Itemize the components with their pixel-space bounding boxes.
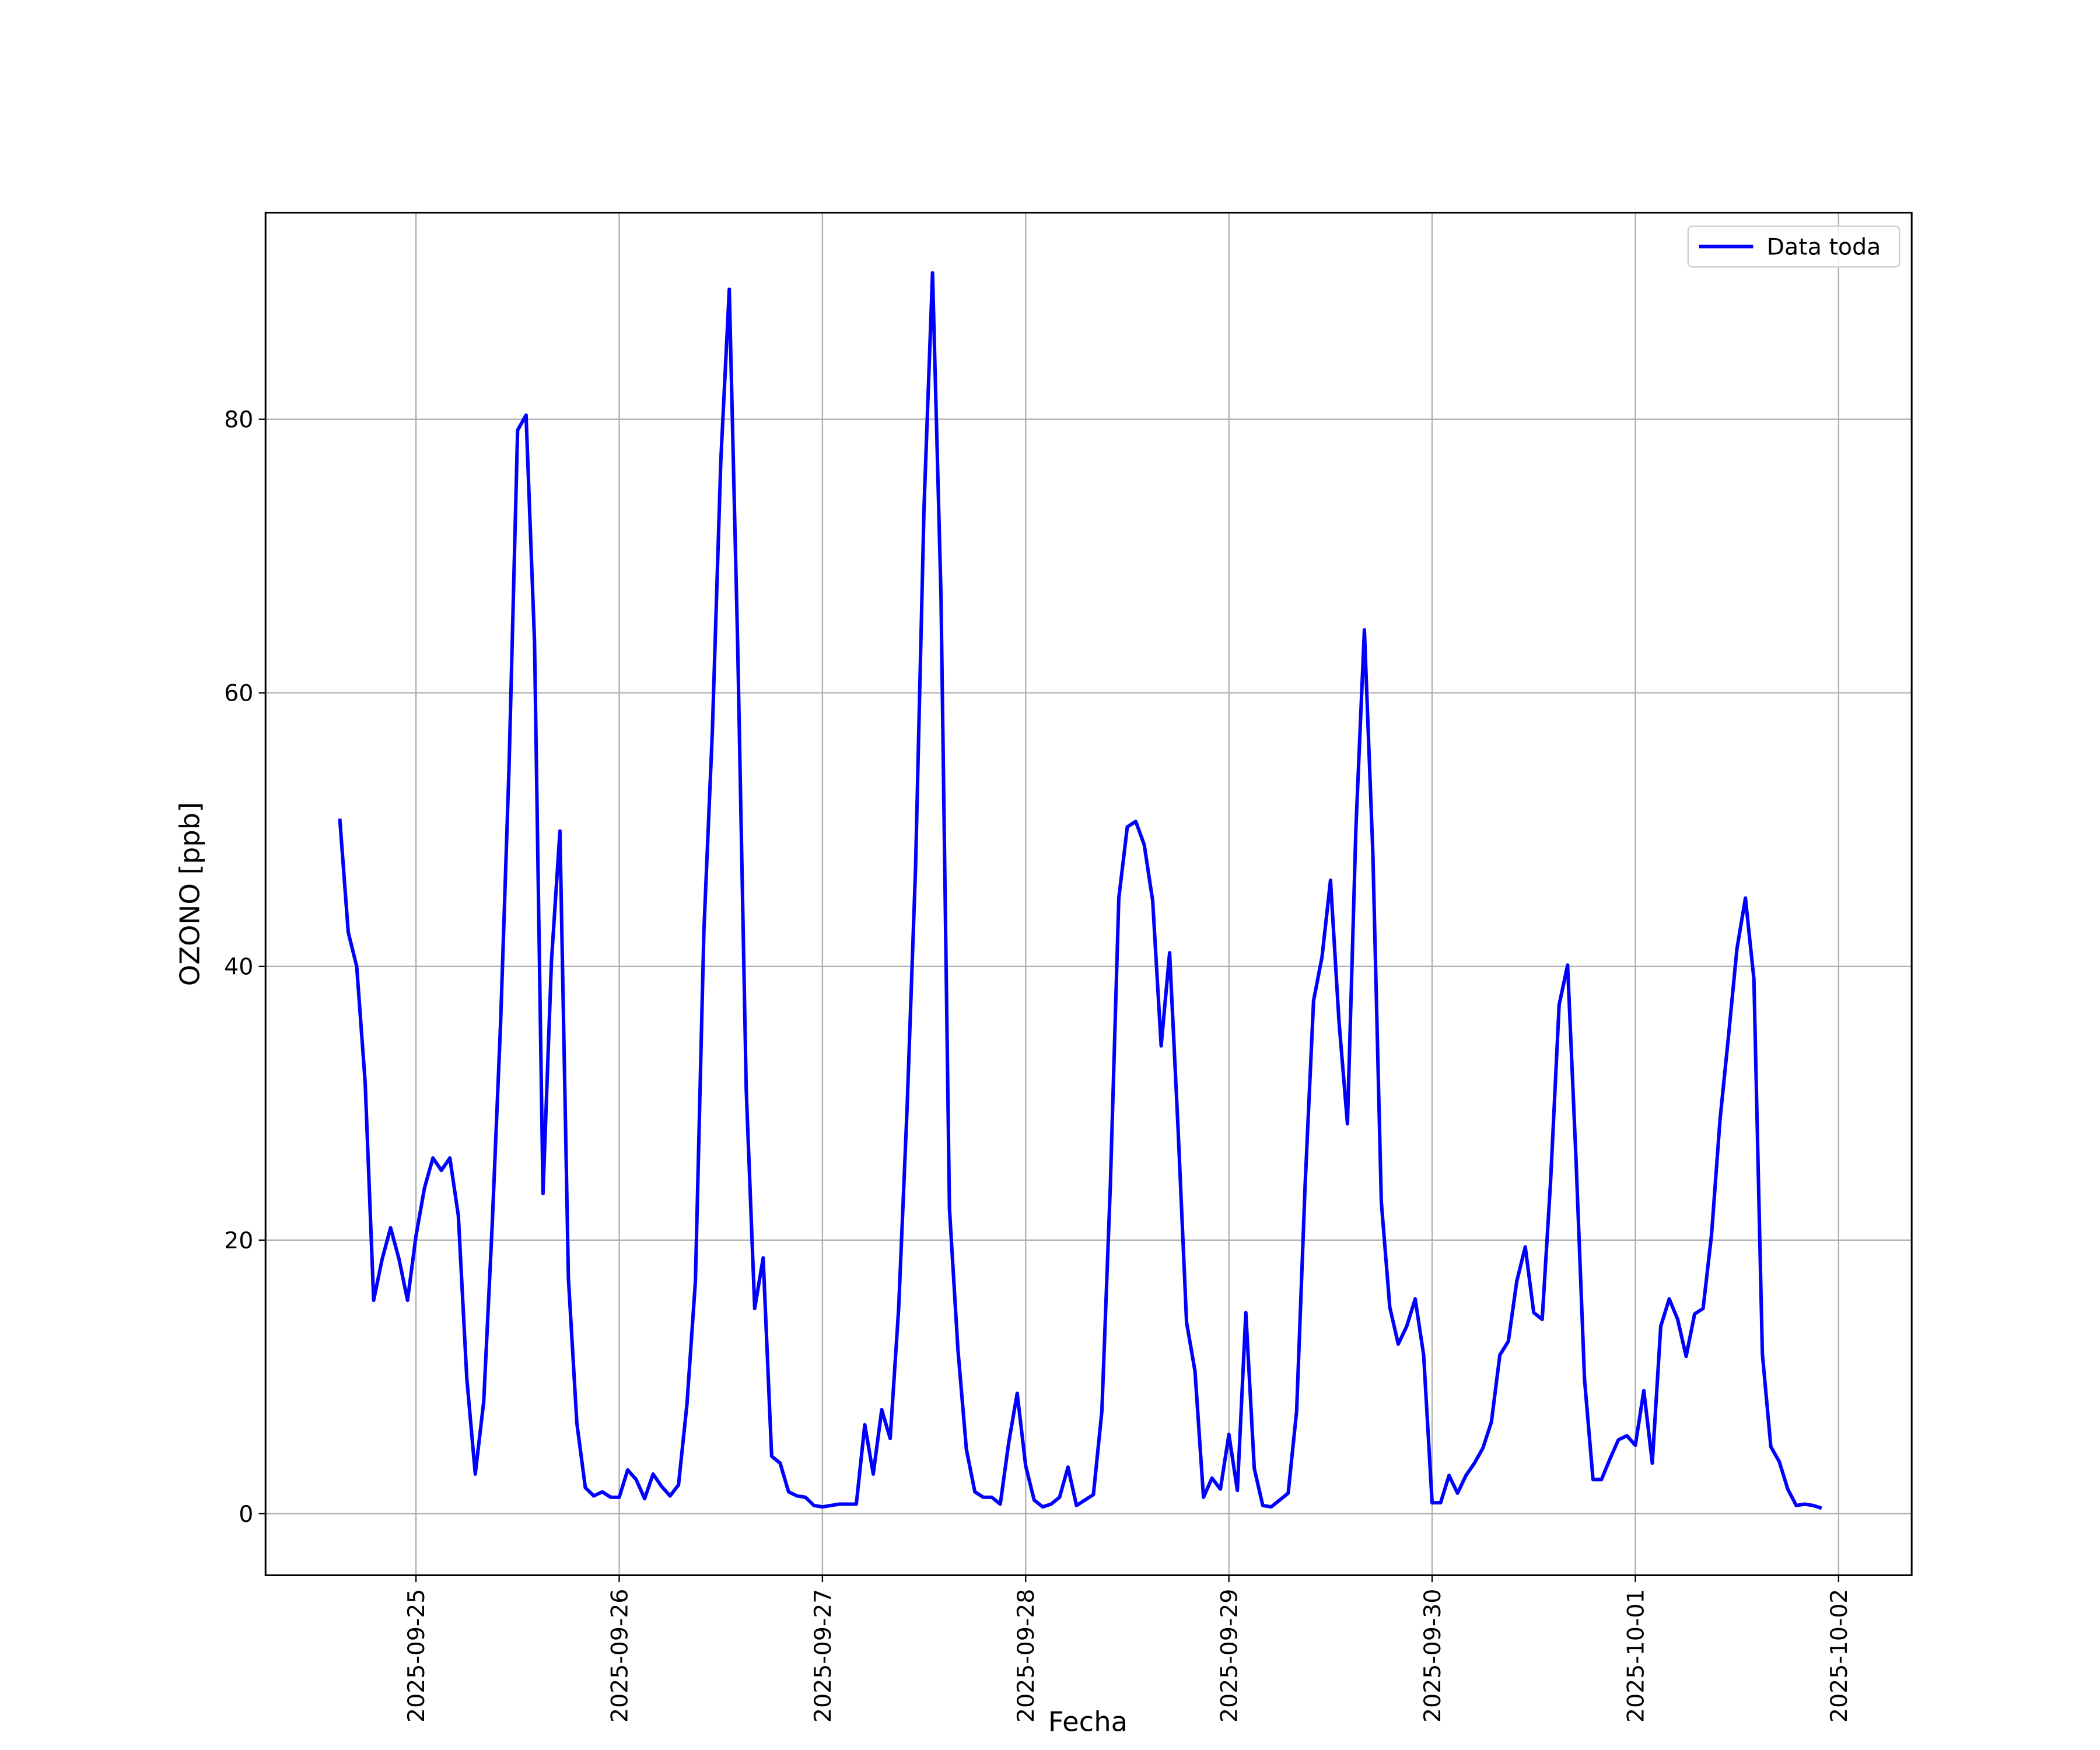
x-tick-label: 2025-09-27: [810, 1589, 836, 1723]
plot-area: [338, 271, 1822, 1510]
y-axis-label: OZONO [ppb]: [174, 802, 205, 986]
legend-box: [1687, 225, 1901, 268]
y-tick-label: 60: [224, 680, 253, 707]
x-tick-label: 2025-09-26: [606, 1589, 633, 1723]
x-tick-label: 2025-10-02: [1826, 1589, 1853, 1723]
y-tick-label: 80: [224, 407, 253, 433]
y-tick-label: 0: [239, 1501, 253, 1528]
axes-frame: [264, 212, 1913, 1576]
legend: Data toda: [1687, 225, 1901, 268]
x-tick-label: 2025-10-01: [1622, 1589, 1649, 1723]
x-tick-label: 2025-09-28: [1013, 1589, 1040, 1723]
data-line: [338, 271, 1822, 1510]
x-axis-label: Fecha: [1048, 1706, 1128, 1737]
x-tick-label: 2025-09-30: [1419, 1589, 1446, 1723]
y-tick-label: 20: [224, 1227, 253, 1254]
y-tick-label: 40: [224, 954, 253, 981]
ticks: 0 20 40 60 80 2025-09-25 2025-09-26 2025-09-27 2…: [224, 407, 1853, 1723]
x-tick-label: 2025-09-29: [1216, 1589, 1243, 1723]
x-tick-label: 2025-09-25: [403, 1589, 430, 1723]
legend-label: Data toda: [1767, 234, 1881, 261]
